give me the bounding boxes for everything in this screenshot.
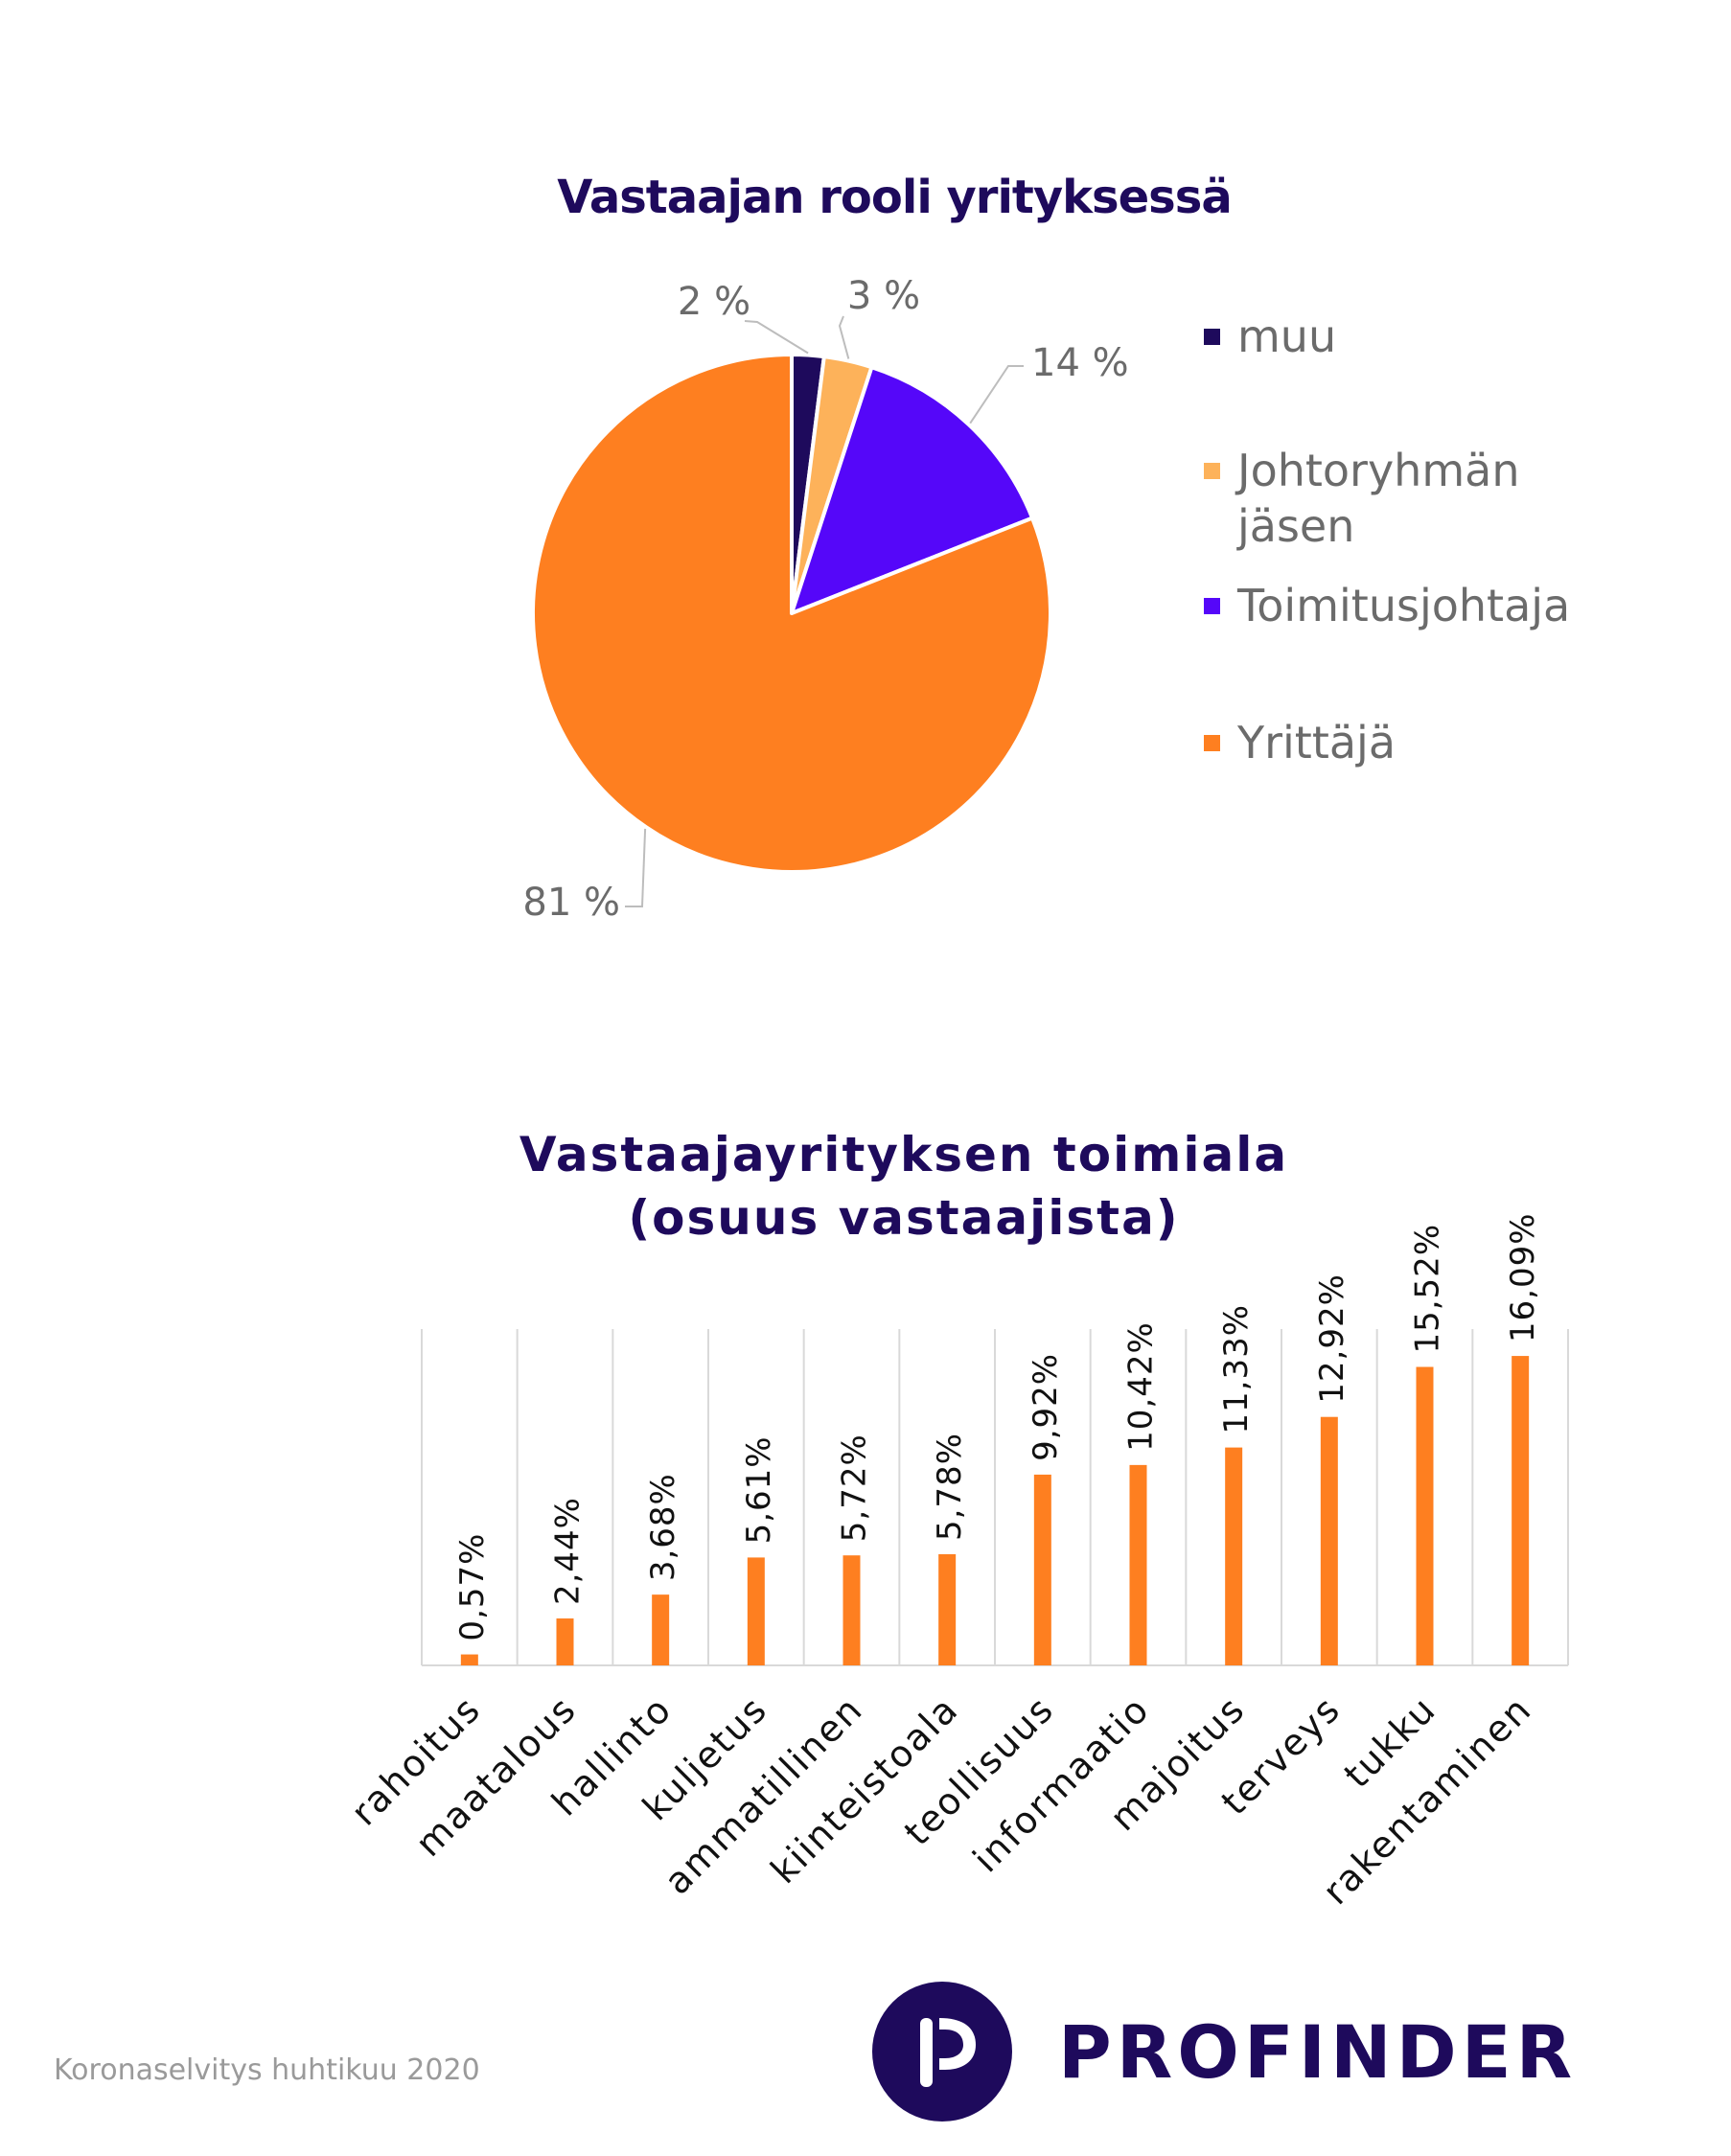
bar	[747, 1557, 765, 1665]
bar	[1416, 1366, 1434, 1665]
legend-label: Yrittäjä	[1237, 717, 1396, 768]
legend-label: Johtoryhmän jäsen	[1237, 445, 1520, 552]
bar-chart-title-line1: Vastaajayrityksen toimiala	[519, 1127, 1289, 1182]
legend-item: Johtoryhmän jäsen	[1204, 443, 1563, 554]
bar-chart-title: Vastaajayrityksen toimiala (osuus vastaa…	[38, 1123, 1731, 1250]
legend-swatch	[1204, 463, 1220, 479]
brand-name: PROFINDER	[1058, 2008, 1578, 2095]
bar-value-label: 10,42%	[1122, 1321, 1161, 1452]
bar-chart-title-line2: (osuus vastaajista)	[628, 1190, 1180, 1246]
legend-item: muu	[1204, 309, 1336, 364]
legend-item: Yrittäjä	[1204, 715, 1396, 770]
bar-value-label: 15,52%	[1409, 1224, 1447, 1354]
bar-value-label: 16,09%	[1504, 1212, 1542, 1342]
legend-swatch	[1204, 598, 1220, 614]
bar	[938, 1553, 957, 1665]
bar	[842, 1555, 861, 1665]
bar	[556, 1618, 574, 1665]
bar-value-label: 11,33%	[1217, 1304, 1256, 1434]
bar	[1033, 1474, 1051, 1665]
bar	[1225, 1447, 1243, 1665]
bar	[1512, 1356, 1530, 1665]
bar	[652, 1594, 670, 1665]
bar-value-label: 5,78%	[931, 1433, 969, 1541]
pie-leader-line	[744, 320, 809, 355]
legend-label: muu	[1237, 310, 1337, 362]
legend-swatch	[1204, 329, 1220, 345]
pie-chart: 2 % 3 % 14 % 81 %	[522, 274, 1129, 925]
pie-value-label: 14 %	[1031, 341, 1129, 385]
bar	[1129, 1464, 1147, 1665]
bar-value-label: 5,61%	[740, 1435, 778, 1544]
bar-value-label: 12,92%	[1313, 1273, 1351, 1404]
bar	[460, 1654, 478, 1665]
bar-value-label: 9,92%	[1027, 1353, 1065, 1461]
pie-value-label: 81 %	[522, 881, 620, 925]
bar	[1320, 1416, 1338, 1665]
legend-item: Toimitusjohtaja	[1204, 578, 1571, 633]
pie-leader-line	[969, 365, 1024, 424]
profinder-logo-icon	[872, 1982, 1012, 2122]
pie-leader-line	[625, 828, 647, 907]
pie-leader-line	[838, 315, 850, 359]
pie-value-label: 3 %	[847, 274, 920, 318]
bar-value-label: 0,57%	[453, 1533, 492, 1641]
legend-swatch	[1204, 735, 1220, 751]
footer-note: Koronaselvitys huhtikuu 2020	[54, 2053, 480, 2087]
bar-value-label: 5,72%	[836, 1434, 874, 1542]
pie-slice	[531, 353, 1052, 874]
legend-label: Toimitusjohtaja	[1237, 580, 1571, 631]
bar-value-label: 3,68%	[644, 1473, 682, 1581]
pie-value-label: 2 %	[678, 280, 750, 324]
pie-chart-title: Vastaajan rooli yrityksessä	[557, 171, 1232, 224]
bar-value-label: 2,44%	[549, 1497, 588, 1605]
brand-logo: PROFINDER	[872, 1982, 1577, 2122]
pie-slice	[790, 365, 1035, 615]
